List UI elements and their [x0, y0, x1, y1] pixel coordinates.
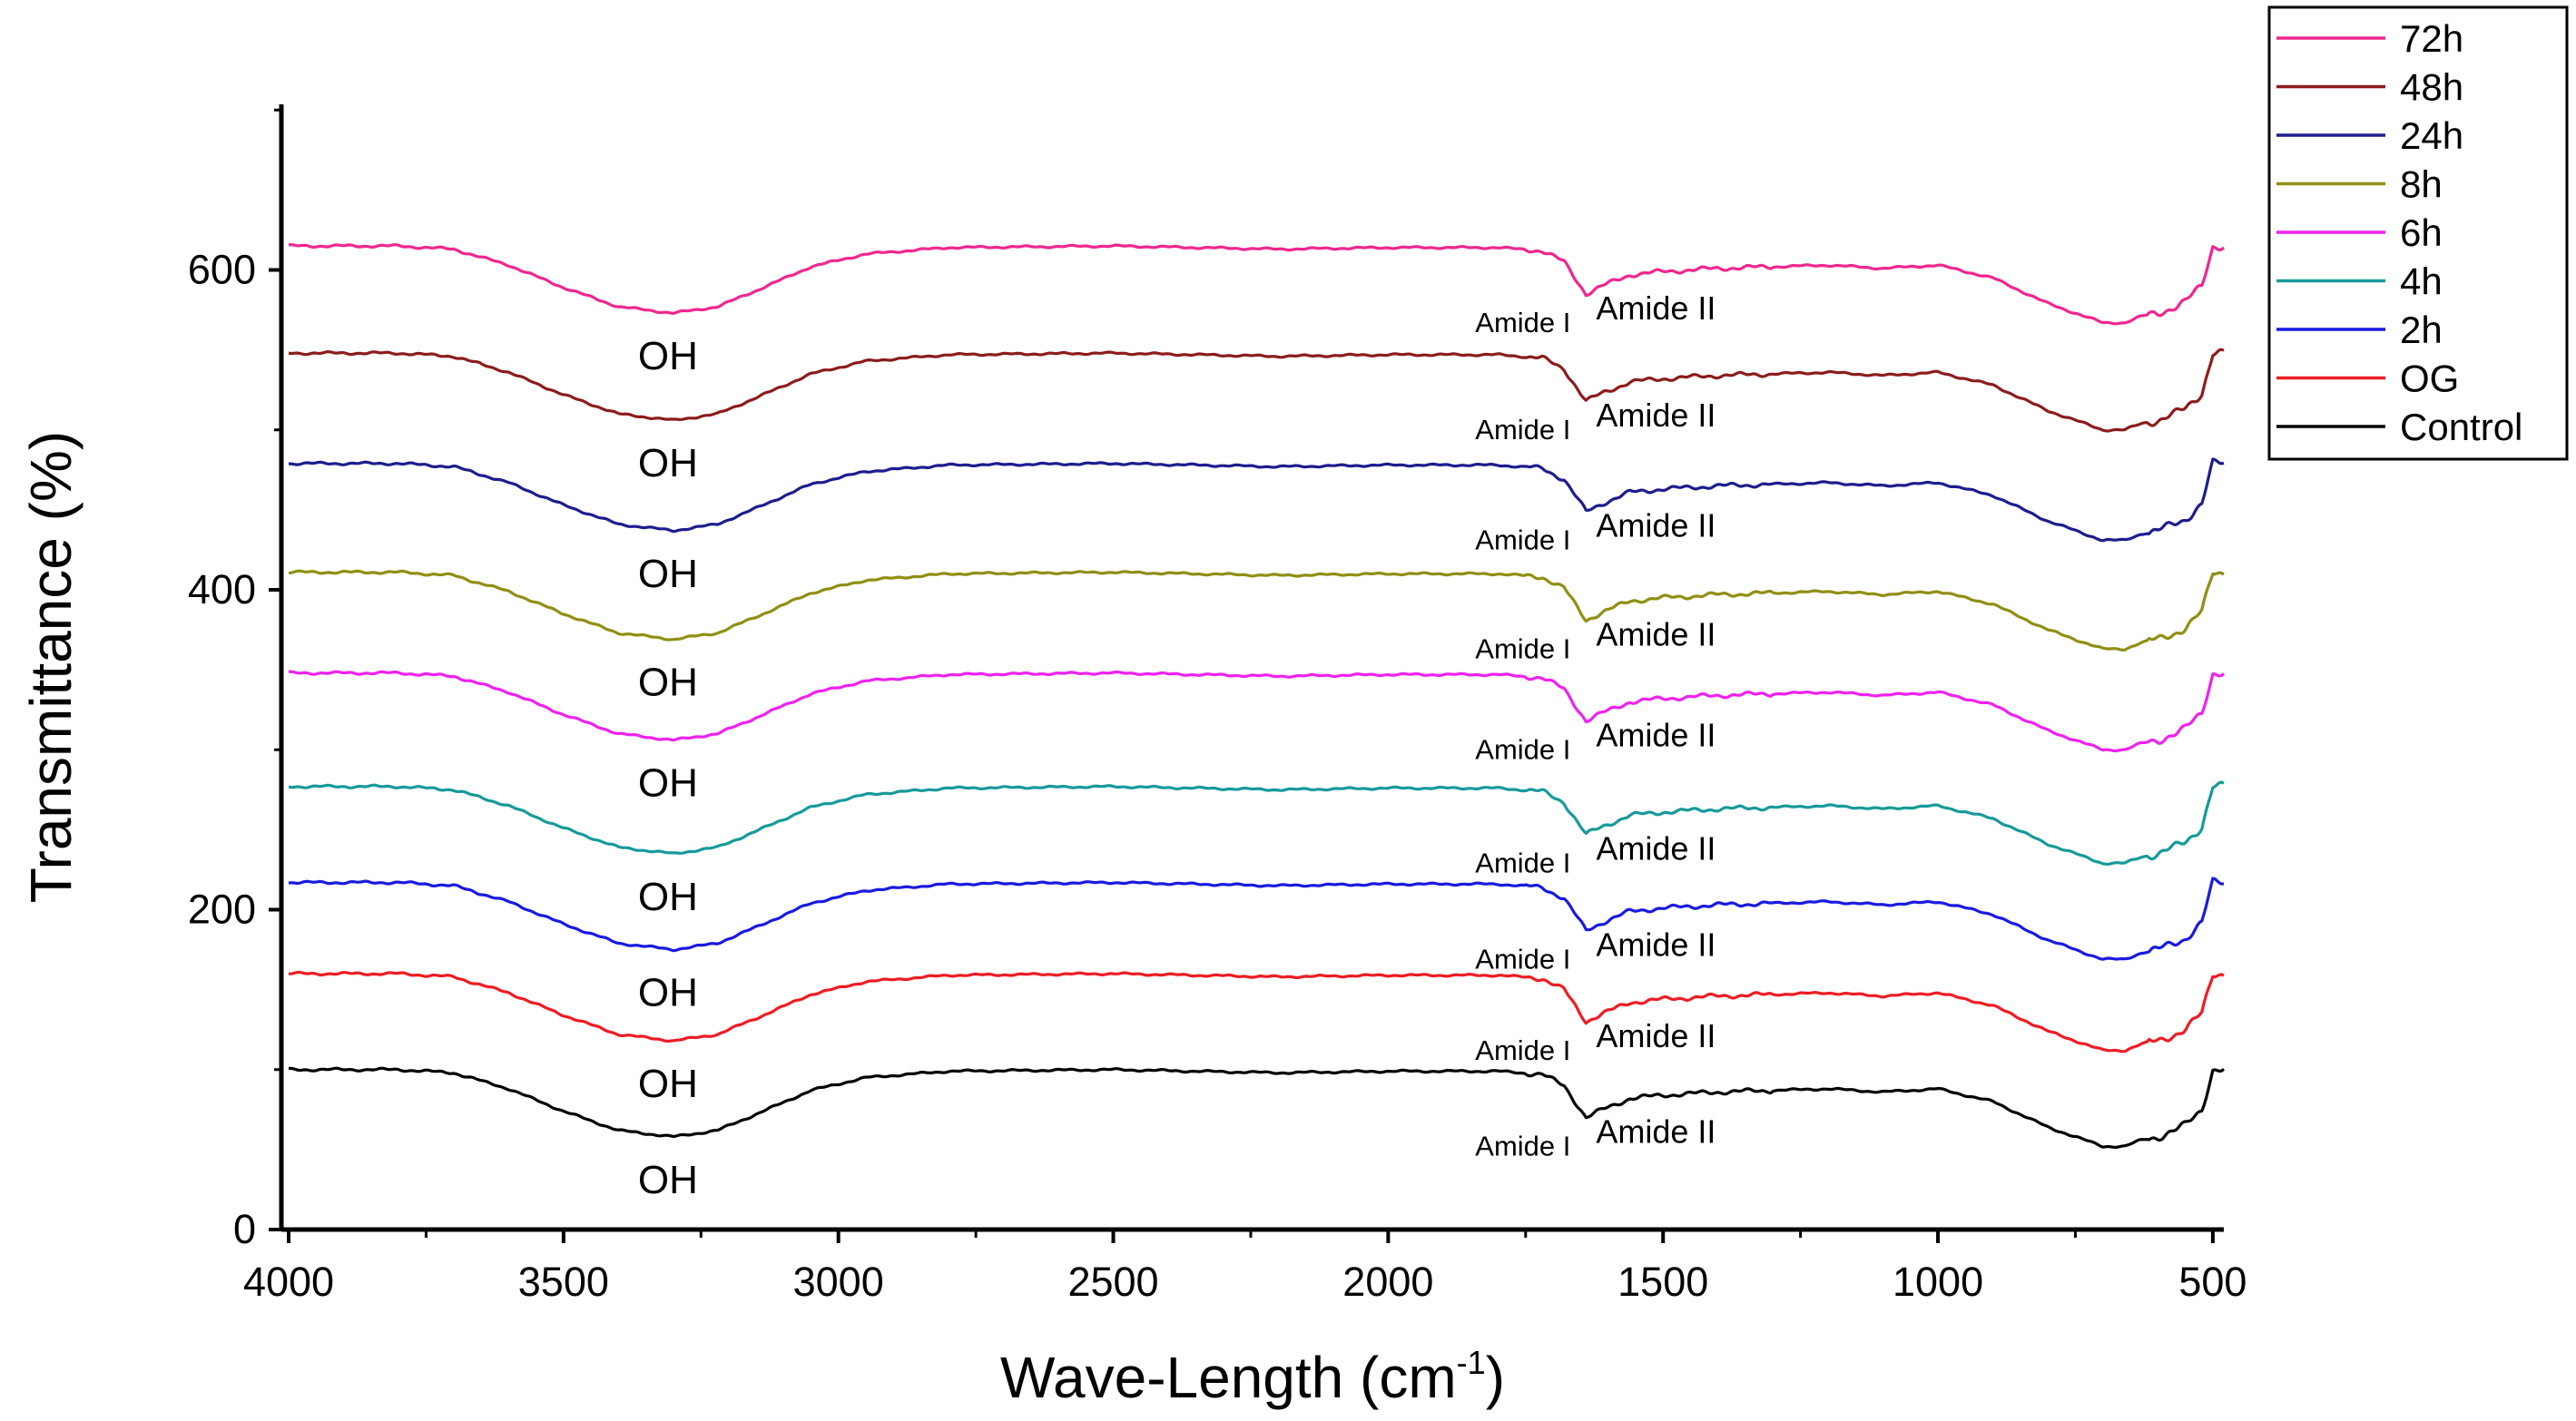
legend-label-6h: 6h [2400, 211, 2443, 254]
y-axis-title: Transmittance (%) [18, 431, 84, 903]
x-tick-label-2500: 2500 [1067, 1259, 1158, 1305]
series-line-72h [288, 243, 2226, 326]
series-line-8h [289, 569, 2225, 652]
y-tick-label-0: 0 [233, 1206, 256, 1252]
amide-ii-label: Amide II [1596, 926, 1716, 963]
amide-i-label: Amide I [1475, 1034, 1570, 1066]
legend-label-og: OG [2400, 358, 2459, 400]
x-tick-label-3000: 3000 [793, 1259, 884, 1305]
amide-ii-label: Amide II [1596, 289, 1716, 327]
series-line-og [288, 970, 2225, 1054]
x-axis-title: Wave-Length (cm-1) [1000, 1344, 1505, 1410]
amide-i-label: Amide I [1475, 943, 1570, 975]
amide-ii-label: Amide II [1596, 1113, 1716, 1151]
series-lines [288, 243, 2226, 1149]
y-ticks: 0 200 400 600 [188, 108, 281, 1252]
x-tick-label-1000: 1000 [1893, 1259, 1983, 1305]
x-tick-label-2000: 2000 [1342, 1259, 1433, 1305]
oh-label: OH [638, 661, 698, 705]
series-line-control [288, 1066, 2225, 1149]
y-tick-label-600: 600 [188, 247, 256, 293]
series-line-2h [288, 877, 2225, 961]
series-line-48h [288, 348, 2225, 433]
amide-i-label: Amide I [1475, 414, 1570, 446]
annotations: OH Amide I Amide II OH Amide I Amide II OH Amid… [638, 289, 1716, 1202]
x-tick-label-3500: 3500 [518, 1259, 609, 1305]
axes [279, 104, 2224, 1232]
amide-i-label: Amide I [1475, 1131, 1570, 1162]
oh-label: OH [638, 875, 698, 919]
oh-label: OH [638, 441, 698, 485]
oh-label: OH [638, 761, 698, 806]
oh-label: OH [638, 1158, 698, 1202]
series-line-4h [288, 780, 2225, 866]
x-tick-label-500: 500 [2178, 1259, 2247, 1305]
amide-i-label: Amide I [1475, 524, 1570, 556]
y-tick-label-400: 400 [188, 566, 256, 612]
amide-i-label: Amide I [1475, 307, 1570, 338]
x-tick-label-4000: 4000 [243, 1259, 334, 1305]
amide-i-label: Amide I [1475, 734, 1570, 766]
y-tick-label-200: 200 [188, 887, 256, 933]
amide-ii-label: Amide II [1596, 397, 1716, 434]
legend: 72h 48h 24h 8h 6h 4h 2h OG Control [2267, 5, 2569, 461]
legend-label-72h: 72h [2400, 17, 2463, 60]
legend-label-48h: 48h [2400, 66, 2463, 109]
x-axis-title-sup: -1 [1457, 1344, 1486, 1381]
legend-label-8h: 8h [2400, 163, 2443, 206]
amide-ii-label: Amide II [1596, 507, 1716, 544]
series-line-6h [288, 670, 2226, 753]
legend-label-control: Control [2400, 406, 2522, 448]
oh-label: OH [638, 1062, 698, 1106]
legend-label-24h: 24h [2400, 114, 2463, 157]
x-axis-title-close: ) [1486, 1345, 1505, 1410]
amide-ii-label: Amide II [1596, 1017, 1716, 1054]
amide-i-label: Amide I [1475, 848, 1570, 879]
oh-label: OH [638, 334, 698, 378]
amide-i-label: Amide I [1475, 632, 1570, 664]
oh-label: OH [638, 552, 698, 596]
x-ticks: 4000 3500 3000 2500 2000 1500 1000 500 [243, 1230, 2247, 1305]
legend-label-2h: 2h [2400, 309, 2443, 351]
x-axis-title-main: Wave-Length (cm [1000, 1345, 1457, 1410]
x-tick-label-1500: 1500 [1617, 1259, 1708, 1305]
oh-label: OH [638, 971, 698, 1015]
amide-ii-label: Amide II [1596, 830, 1716, 867]
legend-label-4h: 4h [2400, 260, 2443, 303]
amide-ii-label: Amide II [1596, 717, 1716, 754]
series-line-24h [288, 457, 2225, 543]
amide-ii-label: Amide II [1596, 615, 1716, 652]
